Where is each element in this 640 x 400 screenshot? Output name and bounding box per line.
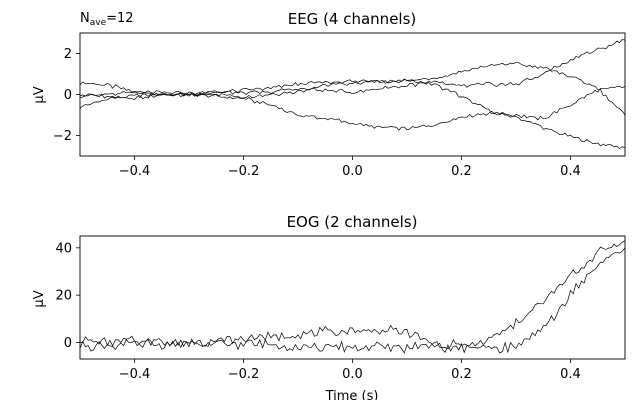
eog-xlabel: Time (s) [325,389,379,400]
eog-axes: EOG (2 channels) µV Time (s) −0.4 −0.2 0.0… [32,213,626,400]
eeg-ytick-label: −2 [53,129,72,144]
eeg-tick-layer: −0.4 −0.2 0.0 0.2 0.4 −2 0 2 [53,47,581,179]
eog-ytick-label: 20 [55,289,72,304]
eeg-trace-1 [79,78,626,149]
eeg-plot-frame [79,32,626,157]
eog-series-layer [79,240,626,354]
eog-xtick-label: 0.2 [451,367,472,382]
nave-sub: ave [90,18,107,28]
eeg-title: EEG (4 channels) [288,10,417,28]
eeg-xtick-label: 0.4 [560,164,581,179]
eeg-xtick-label: 0.2 [451,164,472,179]
eeg-xtick-label: −0.4 [119,164,151,179]
eeg-series-layer [79,39,626,149]
eog-xtick-label: 0.0 [342,367,363,382]
nave-annotation: Nave=12 [80,11,134,28]
eeg-trace-4 [79,39,626,101]
eeg-trace-3 [79,61,626,116]
eeg-axes: EEG (4 channels) µV −0.4 −0.2 0.0 0.2 0.4 −2 0… [32,10,626,179]
eog-xtick-label: −0.4 [119,367,151,382]
eeg-ylabel: µV [32,86,47,103]
eeg-xtick-label: 0.0 [342,164,363,179]
nave-rest: =12 [106,11,133,26]
eeg-trace-2 [79,85,626,131]
eog-xtick-label: −0.2 [228,367,260,382]
eog-ylabel: µV [32,290,47,307]
nave-main: N [80,11,90,26]
eog-tick-layer: −0.4 −0.2 0.0 0.2 0.4 0 20 40 [55,241,580,382]
eog-trace-1 [79,240,626,354]
eog-xtick-label: 0.4 [560,367,581,382]
eog-ytick-label: 0 [64,336,72,351]
eog-title: EOG (2 channels) [287,213,418,231]
eeg-ytick-label: 2 [64,47,72,62]
eeg-xtick-label: −0.2 [228,164,260,179]
eog-plot-frame [79,235,626,360]
eog-trace-2 [79,247,626,354]
eeg-ytick-label: 0 [64,88,72,103]
eog-ytick-label: 40 [55,241,72,256]
